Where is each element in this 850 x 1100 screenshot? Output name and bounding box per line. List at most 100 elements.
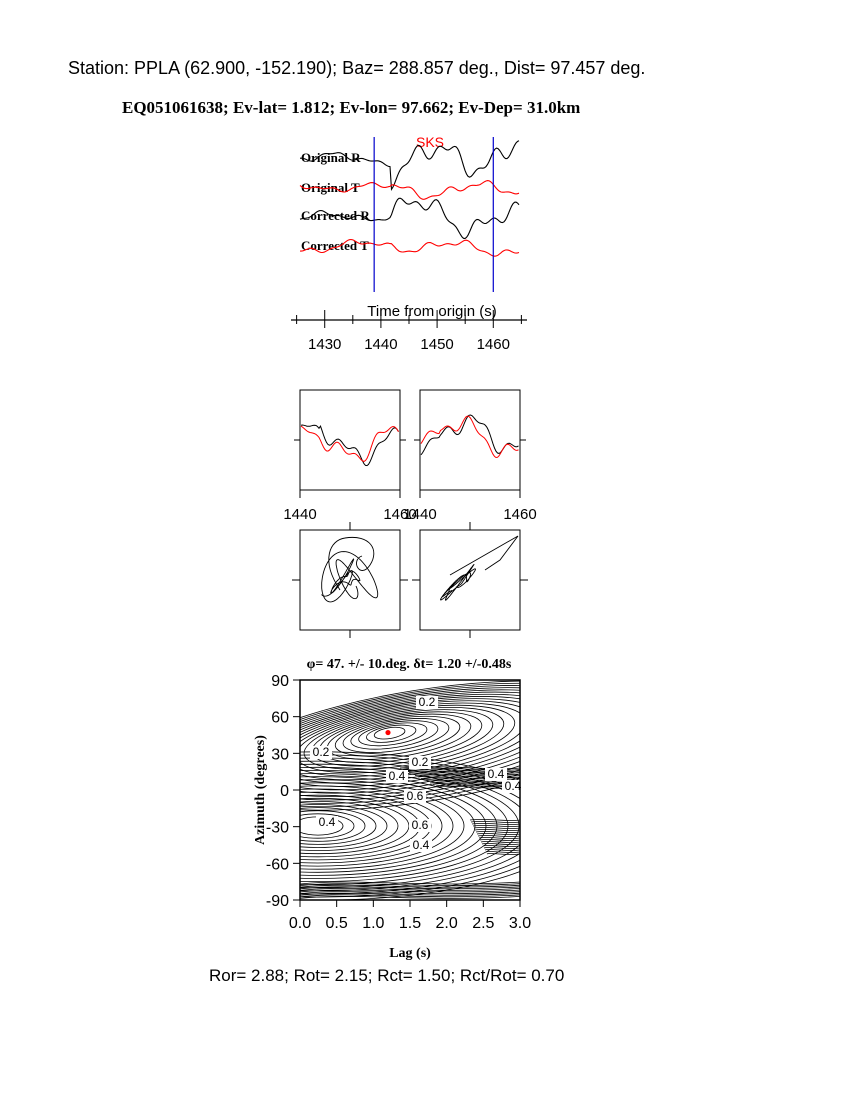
time-tick-label: 1460 bbox=[477, 336, 510, 353]
contour-line bbox=[300, 891, 520, 894]
contour-y-tick-label: -90 bbox=[266, 893, 289, 910]
contour-label: 0.6 bbox=[407, 789, 424, 803]
contour-line bbox=[300, 894, 520, 898]
contour-line bbox=[473, 827, 520, 829]
contour-line bbox=[417, 775, 520, 779]
contour-line bbox=[300, 881, 520, 885]
contour-x-tick-label: 2.0 bbox=[436, 915, 458, 932]
contour-line bbox=[300, 804, 388, 848]
contour-line bbox=[300, 810, 366, 842]
contour-line bbox=[484, 849, 520, 851]
contour-line bbox=[300, 889, 520, 893]
contour-line bbox=[300, 696, 520, 787]
seismogram-trace bbox=[300, 238, 520, 257]
waveform-tick-label: 1460 bbox=[503, 506, 536, 523]
contour-line bbox=[300, 776, 487, 876]
contour-label-bg bbox=[485, 768, 507, 781]
contour-line bbox=[366, 724, 417, 743]
particle-box-right bbox=[419, 529, 521, 631]
contour-label: 0.2 bbox=[419, 695, 436, 709]
contour-line bbox=[481, 843, 520, 845]
contour-x-tick-label: 0.5 bbox=[326, 915, 348, 932]
ratio-summary: Ror= 2.88; Rot= 2.15; Rct= 1.50; Rct/Rot… bbox=[209, 966, 565, 985]
contour-line bbox=[408, 770, 520, 774]
contour-label: 0.4 bbox=[505, 779, 522, 793]
contour-line bbox=[373, 726, 406, 740]
contour-line bbox=[414, 773, 520, 777]
seismogram-trace bbox=[299, 180, 520, 200]
contour-line bbox=[300, 785, 454, 867]
contour-x-tick-label: 1.5 bbox=[399, 915, 421, 932]
contour-label: 0.4 bbox=[389, 769, 406, 783]
contour-line bbox=[300, 892, 520, 896]
contour-line bbox=[476, 833, 520, 835]
contour-line bbox=[478, 837, 520, 839]
y-axis-label-azimuth: Azimuth (degrees) bbox=[253, 735, 268, 845]
contour-line bbox=[300, 884, 520, 888]
time-tick-label: 1450 bbox=[420, 336, 453, 353]
contour-line bbox=[482, 845, 520, 847]
contour-x-tick-label: 2.5 bbox=[472, 915, 494, 932]
contour-label: 0.4 bbox=[413, 838, 430, 852]
contour-line bbox=[300, 886, 520, 890]
contour-line bbox=[300, 770, 509, 882]
contour-line bbox=[300, 680, 520, 811]
contour-y-tick-label: 90 bbox=[271, 673, 289, 690]
particle-motion-path bbox=[321, 536, 379, 603]
contour-x-tick-label: 3.0 bbox=[509, 915, 531, 932]
contour-label: 0.4 bbox=[488, 767, 505, 781]
contour-label: 0.2 bbox=[313, 745, 330, 759]
seismogram-panel: SKS Original R Original T Corrected R Co… bbox=[291, 134, 527, 353]
contour-line bbox=[477, 835, 520, 837]
contour-line bbox=[300, 689, 520, 797]
waveform-trace-black bbox=[420, 414, 519, 456]
seismogram-trace bbox=[300, 140, 520, 191]
waveform-tick-label: 1460 bbox=[383, 506, 416, 523]
contour-label-bg bbox=[310, 746, 332, 759]
station-info: Station: PPLA (62.900, -152.190); Baz= 2… bbox=[68, 58, 646, 78]
waveform-tick-label: 1440 bbox=[403, 506, 436, 523]
contour-label-bg bbox=[410, 839, 432, 852]
contour-line bbox=[300, 782, 465, 870]
contour-line bbox=[300, 813, 355, 839]
contour-label-bg bbox=[409, 756, 431, 769]
contour-label-bg bbox=[409, 819, 431, 832]
contour-line bbox=[300, 682, 520, 808]
contour-y-tick-label: -30 bbox=[266, 820, 289, 837]
contour-y-tick-label: 0 bbox=[280, 783, 289, 800]
contour-line bbox=[485, 851, 520, 853]
contour-title: φ= 47. +/- 10.deg. δt= 1.20 +/-0.48s bbox=[307, 657, 512, 672]
contour-label-bg bbox=[404, 790, 426, 803]
contour-line bbox=[471, 823, 520, 825]
contour-label-bg bbox=[502, 780, 524, 793]
contour-line bbox=[342, 718, 450, 753]
contour-line bbox=[303, 707, 505, 770]
event-info: EQ051061638; Ev-lat= 1.812; Ev-lon= 97.6… bbox=[122, 98, 581, 117]
time-tick-label: 1430 bbox=[308, 336, 341, 353]
contour-line bbox=[300, 698, 520, 784]
series-label-original-r: Original R bbox=[301, 150, 361, 165]
seismogram-trace bbox=[299, 197, 520, 240]
particle-motion-panel bbox=[292, 522, 528, 638]
contour-line bbox=[300, 896, 520, 899]
contour-line bbox=[475, 831, 520, 833]
contour-line bbox=[480, 841, 520, 843]
series-label-corrected-t: Corrected T bbox=[301, 238, 369, 253]
contour-label: 0.4 bbox=[319, 815, 336, 829]
contour-label-bg bbox=[386, 770, 408, 783]
x-axis-label: Time from origin (s) bbox=[367, 303, 496, 320]
particle-motion-path bbox=[440, 535, 519, 601]
contour-line bbox=[479, 839, 520, 841]
time-tick-label: 1440 bbox=[364, 336, 397, 353]
waveform-trace-red bbox=[420, 415, 519, 459]
contour-line bbox=[300, 788, 443, 864]
x-axis-label-lag: Lag (s) bbox=[389, 946, 431, 961]
contour-line bbox=[300, 691, 520, 794]
contour-line bbox=[350, 720, 439, 750]
contour-label: 0.6 bbox=[412, 818, 429, 832]
contour-line bbox=[300, 883, 520, 886]
contour-y-tick-label: -60 bbox=[266, 856, 289, 873]
contour-label-bg bbox=[316, 816, 338, 829]
